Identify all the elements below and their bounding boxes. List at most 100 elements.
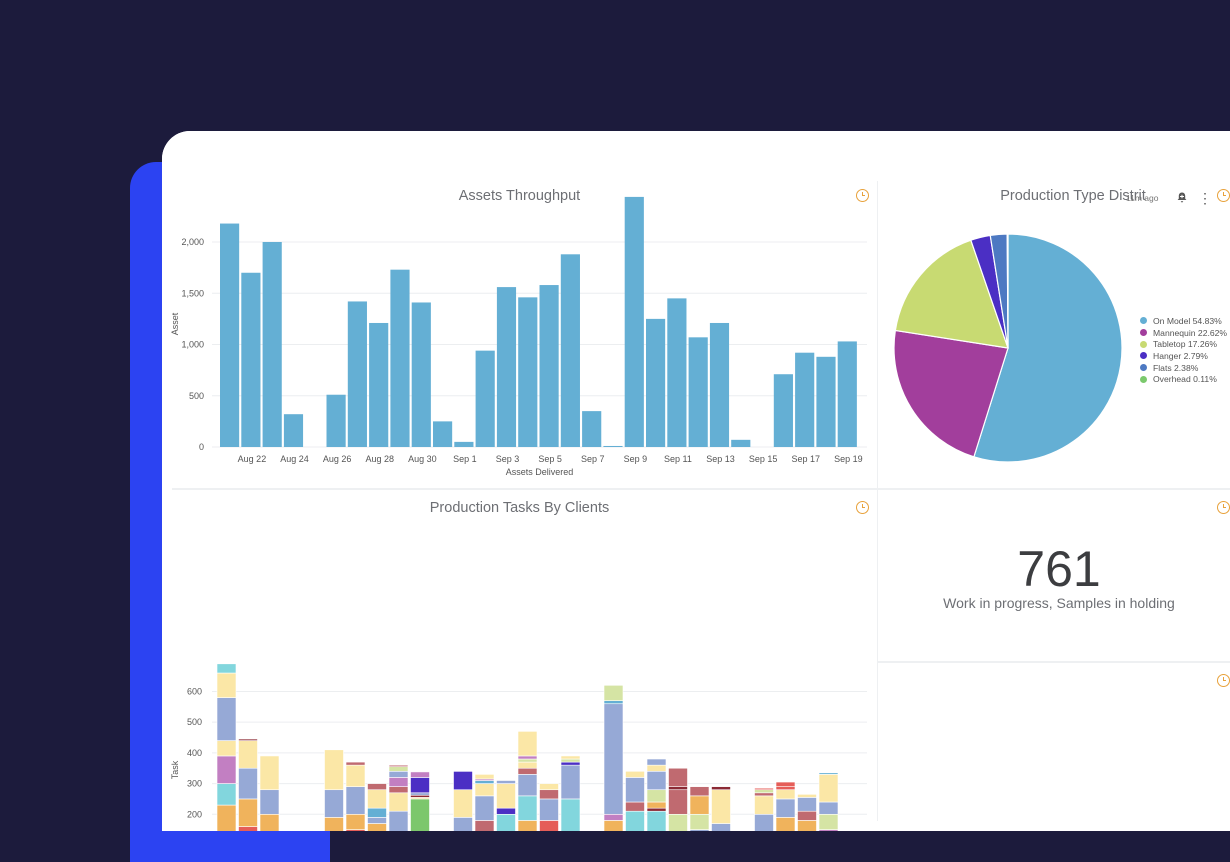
stack-segment bbox=[453, 770, 473, 791]
widget-divider bbox=[878, 488, 1230, 490]
bar bbox=[241, 272, 261, 447]
stack-segment bbox=[238, 740, 258, 769]
stack-segment bbox=[797, 820, 817, 831]
legend-label: Overhead 0.11% bbox=[1153, 374, 1217, 385]
stack-segment bbox=[818, 772, 839, 775]
stack-segment bbox=[797, 794, 817, 798]
stack-segment bbox=[517, 758, 538, 763]
bar bbox=[646, 318, 666, 447]
stack-segment bbox=[689, 813, 710, 830]
empty-widget bbox=[878, 663, 1230, 831]
stack-segment bbox=[625, 777, 645, 803]
x-tick-label: Aug 26 bbox=[323, 454, 352, 464]
x-tick-label: Sep 17 bbox=[791, 454, 820, 464]
clock-icon[interactable] bbox=[1217, 674, 1230, 687]
legend-label: Tabletop 17.26% bbox=[1153, 339, 1218, 350]
y-tick-label: 400 bbox=[187, 748, 202, 758]
x-tick-label: Sep 7 bbox=[581, 454, 605, 464]
stack-segment bbox=[216, 804, 237, 831]
bar bbox=[624, 196, 644, 447]
bar bbox=[220, 223, 240, 447]
stack-segment bbox=[711, 786, 731, 791]
y-tick-label: 500 bbox=[189, 391, 204, 401]
stack-segment bbox=[238, 738, 258, 741]
legend-item[interactable]: Overhead 0.11% bbox=[1140, 373, 1227, 385]
legend-item[interactable]: Tabletop 17.26% bbox=[1140, 338, 1227, 350]
bar bbox=[731, 439, 751, 447]
stack-segment bbox=[603, 685, 624, 701]
x-tick-label: Aug 30 bbox=[408, 454, 437, 464]
stack-segment bbox=[345, 764, 366, 787]
y-tick-label: 1,000 bbox=[181, 340, 204, 350]
clock-icon[interactable] bbox=[856, 501, 869, 514]
stack-segment bbox=[367, 783, 387, 791]
bell-icon[interactable] bbox=[1177, 192, 1187, 203]
pie-slice bbox=[1006, 233, 1009, 349]
bar bbox=[390, 269, 410, 447]
stack-segment bbox=[818, 774, 839, 803]
stack-segment bbox=[625, 810, 645, 831]
clock-icon[interactable] bbox=[856, 189, 869, 202]
legend-item[interactable]: Flats 2.38% bbox=[1140, 362, 1227, 374]
stack-segment bbox=[689, 795, 710, 815]
y-tick-label: 2,000 bbox=[181, 237, 204, 247]
stack-segment bbox=[216, 740, 237, 757]
stack-segment bbox=[474, 795, 495, 821]
stack-segment bbox=[238, 798, 258, 827]
x-tick-label: Aug 28 bbox=[365, 454, 394, 464]
stack-segment bbox=[668, 813, 688, 831]
wip-label: Work in progress, Samples in holding bbox=[943, 595, 1175, 611]
y-tick-label: 600 bbox=[187, 686, 202, 696]
stack-segment bbox=[474, 783, 495, 797]
y-tick-label: 0 bbox=[199, 442, 204, 452]
x-tick-label: Sep 5 bbox=[538, 454, 562, 464]
stack-segment bbox=[646, 789, 667, 803]
stack-segment bbox=[539, 789, 559, 800]
stack-segment bbox=[517, 774, 538, 797]
stack-segment bbox=[775, 781, 796, 787]
legend-swatch bbox=[1140, 352, 1147, 360]
x-tick-label: Sep 3 bbox=[496, 454, 520, 464]
stack-segment bbox=[496, 807, 516, 815]
legend-swatch bbox=[1140, 364, 1147, 372]
stack-segment bbox=[410, 777, 430, 794]
stack-segment bbox=[216, 755, 237, 784]
stack-segment bbox=[646, 770, 667, 791]
production-type-widget: Production Type Distrit 11m ago ⋮ On Mod… bbox=[878, 131, 1230, 487]
more-vert-icon[interactable]: ⋮ bbox=[1198, 190, 1212, 206]
stack-segment bbox=[496, 813, 516, 831]
legend-item[interactable]: On Model 54.83% bbox=[1140, 315, 1227, 327]
y-tick-label: 200 bbox=[187, 809, 202, 819]
x-axis-label: Assets Delivered bbox=[506, 467, 574, 477]
y-tick-label: 1,500 bbox=[181, 288, 204, 298]
bar bbox=[326, 394, 346, 447]
assets-throughput-widget: Assets Throughput 0 500 1,000 1,500 2,000 Ass… bbox=[162, 131, 877, 487]
bar bbox=[411, 302, 431, 447]
stack-segment bbox=[410, 771, 430, 778]
stack-segment bbox=[646, 764, 667, 772]
legend-item[interactable]: Hanger 2.79% bbox=[1140, 350, 1227, 362]
stack-segment bbox=[517, 767, 538, 775]
stack-segment bbox=[689, 786, 710, 797]
clock-icon[interactable] bbox=[1217, 501, 1230, 514]
bar bbox=[837, 341, 857, 447]
stack-segment bbox=[603, 703, 624, 815]
stack-segment bbox=[259, 813, 280, 831]
legend-label: On Model 54.83% bbox=[1153, 315, 1222, 326]
stack-segment bbox=[238, 826, 258, 831]
stack-segment bbox=[603, 820, 624, 831]
stack-segment bbox=[388, 764, 409, 767]
stack-segment bbox=[496, 780, 516, 784]
stack-segment bbox=[453, 817, 473, 831]
stack-segment bbox=[324, 817, 344, 831]
bar bbox=[496, 287, 517, 447]
stack-segment bbox=[388, 777, 409, 787]
widget-divider bbox=[172, 488, 877, 490]
stack-segment bbox=[517, 755, 538, 760]
bar bbox=[709, 322, 730, 447]
legend-item[interactable]: Mannequin 22.62% bbox=[1140, 327, 1227, 339]
stack-segment bbox=[388, 786, 409, 794]
stack-segment bbox=[754, 813, 774, 831]
y-tick-label: 500 bbox=[187, 717, 202, 727]
bar bbox=[688, 337, 708, 447]
